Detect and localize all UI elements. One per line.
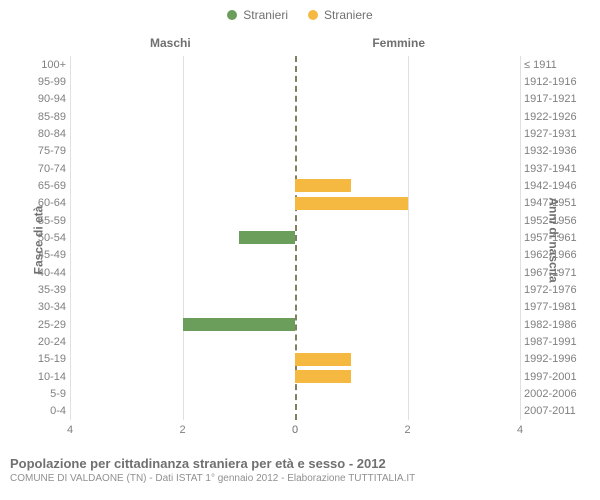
birth-year-label: 1982-1986 [524, 319, 584, 331]
age-label: 55-59 [26, 215, 66, 227]
age-label: 75-79 [26, 145, 66, 157]
x-tick-label: 4 [67, 424, 73, 436]
age-label: 15-19 [26, 353, 66, 365]
age-label: 80-84 [26, 128, 66, 140]
legend-item-female: Straniere [308, 8, 373, 22]
age-label: 65-69 [26, 180, 66, 192]
chart-footer: Popolazione per cittadinanza straniera p… [0, 450, 600, 484]
age-label: 5-9 [26, 388, 66, 400]
pyramid-row: 55-591952-1956 [70, 212, 520, 229]
age-label: 10-14 [26, 371, 66, 383]
chart-container: Stranieri Straniere Maschi Femmine Fasce… [0, 0, 600, 500]
pyramid-row: 30-341977-1981 [70, 299, 520, 316]
pyramid-row: 70-741937-1941 [70, 160, 520, 177]
legend-label-male: Stranieri [243, 8, 288, 22]
age-label: 0-4 [26, 405, 66, 417]
birth-year-label: 1957-1961 [524, 232, 584, 244]
chart-subtitle: COMUNE DI VALDAONE (TN) - Dati ISTAT 1° … [10, 473, 590, 484]
age-label: 100+ [26, 59, 66, 71]
pyramid-row: 45-491962-1966 [70, 247, 520, 264]
age-label: 35-39 [26, 284, 66, 296]
birth-year-label: 1947-1951 [524, 197, 584, 209]
birth-year-label: 1942-1946 [524, 180, 584, 192]
pyramid-row: 100+≤ 1911 [70, 56, 520, 73]
x-tick-label: 4 [517, 424, 523, 436]
birth-year-label: 1967-1971 [524, 267, 584, 279]
birth-year-label: 1997-2001 [524, 371, 584, 383]
chart-area: Maschi Femmine Fasce di età Anni di nasc… [0, 30, 600, 450]
birth-year-label: 2007-2011 [524, 405, 584, 417]
pyramid-row: 90-941917-1921 [70, 91, 520, 108]
pyramid-row: 10-141997-2001 [70, 368, 520, 385]
x-tick-label: 2 [404, 424, 410, 436]
birth-year-label: 1932-1936 [524, 145, 584, 157]
legend-swatch-female [308, 10, 318, 20]
bar-female [295, 197, 408, 210]
age-label: 30-34 [26, 301, 66, 313]
chart-title: Popolazione per cittadinanza straniera p… [10, 456, 590, 471]
pyramid-row: 25-291982-1986 [70, 316, 520, 333]
age-label: 40-44 [26, 267, 66, 279]
pyramid-row: 0-42007-2011 [70, 403, 520, 420]
birth-year-label: ≤ 1911 [524, 59, 584, 71]
bar-male [183, 318, 296, 331]
birth-year-label: 1912-1916 [524, 76, 584, 88]
bar-female [295, 179, 351, 192]
legend-label-female: Straniere [324, 8, 373, 22]
pyramid-row: 5-92002-2006 [70, 385, 520, 402]
legend-swatch-male [227, 10, 237, 20]
bar-female [295, 353, 351, 366]
birth-year-label: 1952-1956 [524, 215, 584, 227]
pyramid-row: 20-241987-1991 [70, 333, 520, 350]
gridline [520, 56, 521, 420]
age-label: 70-74 [26, 163, 66, 175]
age-label: 85-89 [26, 111, 66, 123]
pyramid-row: 95-991912-1916 [70, 73, 520, 90]
age-label: 20-24 [26, 336, 66, 348]
birth-year-label: 1927-1931 [524, 128, 584, 140]
birth-year-label: 1977-1981 [524, 301, 584, 313]
pyramid-row: 80-841927-1931 [70, 125, 520, 142]
age-label: 60-64 [26, 197, 66, 209]
age-label: 95-99 [26, 76, 66, 88]
age-label: 50-54 [26, 232, 66, 244]
age-label: 45-49 [26, 249, 66, 261]
birth-year-label: 2002-2006 [524, 388, 584, 400]
pyramid-row: 65-691942-1946 [70, 177, 520, 194]
pyramid-row: 35-391972-1976 [70, 281, 520, 298]
column-header-right: Femmine [372, 36, 425, 50]
x-axis-labels: 420024 [70, 424, 520, 438]
pyramid-row: 40-441967-1971 [70, 264, 520, 281]
x-tick-label: 0 [292, 424, 298, 436]
pyramid-row: 75-791932-1936 [70, 143, 520, 160]
legend-item-male: Stranieri [227, 8, 288, 22]
bar-female [295, 370, 351, 383]
x-tick-label: 2 [179, 424, 185, 436]
column-header-left: Maschi [150, 36, 191, 50]
plot-area: 100+≤ 191195-991912-191690-941917-192185… [70, 56, 520, 420]
birth-year-label: 1922-1926 [524, 111, 584, 123]
bar-male [239, 231, 295, 244]
pyramid-row: 15-191992-1996 [70, 351, 520, 368]
age-label: 90-94 [26, 93, 66, 105]
birth-year-label: 1917-1921 [524, 93, 584, 105]
birth-year-label: 1972-1976 [524, 284, 584, 296]
legend: Stranieri Straniere [0, 0, 600, 30]
pyramid-row: 85-891922-1926 [70, 108, 520, 125]
pyramid-row: 50-541957-1961 [70, 229, 520, 246]
pyramid-row: 60-641947-1951 [70, 195, 520, 212]
birth-year-label: 1987-1991 [524, 336, 584, 348]
birth-year-label: 1937-1941 [524, 163, 584, 175]
age-label: 25-29 [26, 319, 66, 331]
birth-year-label: 1992-1996 [524, 353, 584, 365]
birth-year-label: 1962-1966 [524, 249, 584, 261]
